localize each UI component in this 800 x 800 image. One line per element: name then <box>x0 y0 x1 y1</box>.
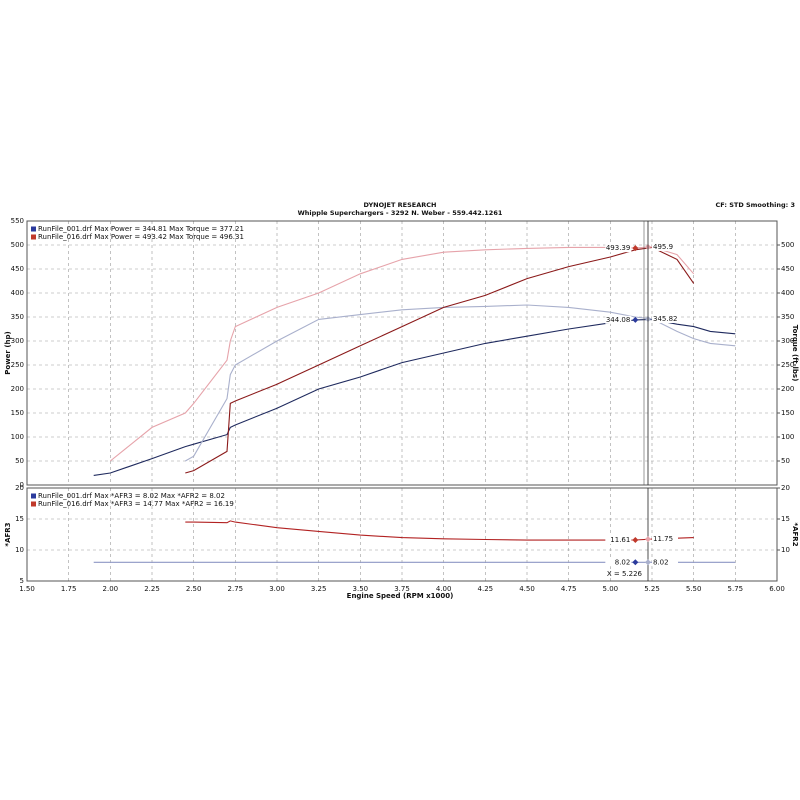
plot-frame <box>26 487 778 582</box>
marker <box>632 559 639 566</box>
marker-label: 8.02 <box>653 558 669 566</box>
y2-tick-label: 200 <box>781 385 794 393</box>
y2-tick-label: 10 <box>781 546 790 554</box>
y2-tick-label: 350 <box>781 313 794 321</box>
x-tick-label: 1.50 <box>19 585 35 593</box>
y-tick-label: 10 <box>15 546 24 554</box>
plot-frame <box>26 220 778 486</box>
cursor-label: X = 5.226 <box>607 570 643 578</box>
x-tick-label: 4.75 <box>561 585 577 593</box>
legend-label: RunFile_016.drf Max Power = 493.42 Max T… <box>38 233 244 241</box>
y2-tick-label: 50 <box>781 457 790 465</box>
legend-swatch <box>31 226 36 232</box>
y2-tick-label: 300 <box>781 337 794 345</box>
y2-tick-label: 500 <box>781 241 794 249</box>
x-tick-label: 5.00 <box>603 585 619 593</box>
marker-label: 8.02 <box>615 558 631 566</box>
y-tick-label: 0 <box>20 481 24 489</box>
x-tick-label: 4.25 <box>478 585 494 593</box>
marker <box>632 245 639 252</box>
y2-tick-label: 250 <box>781 361 794 369</box>
marker-label-bg <box>605 244 632 253</box>
y-tick-label: 100 <box>11 433 24 441</box>
x-tick-label: 3.50 <box>353 585 369 593</box>
y-tick-label: 150 <box>11 409 24 417</box>
legend-swatch <box>31 234 36 240</box>
y-tick-label: 20 <box>15 484 24 492</box>
marker <box>645 536 651 543</box>
marker-label-bg <box>652 535 678 544</box>
legend-label: RunFile_001.drf Max *AFR3 = 8.02 Max *AF… <box>38 492 225 500</box>
y2-tick-label: 450 <box>781 265 794 273</box>
y-tick-label: 500 <box>11 241 24 249</box>
x-tick-label: 3.25 <box>311 585 327 593</box>
legend-swatch <box>31 493 36 499</box>
x-tick-label: 3.00 <box>269 585 285 593</box>
title: DYNOJET RESEARCH <box>364 201 437 209</box>
y2-axis-label: Torque (ft-lbs) <box>791 325 799 382</box>
y-tick-label: 350 <box>11 313 24 321</box>
x-tick-label: 5.75 <box>728 585 744 593</box>
marker-label: 344.08 <box>606 316 631 324</box>
legend-swatch <box>31 501 36 507</box>
marker-label-bg <box>652 242 678 251</box>
y-tick-label: 50 <box>15 457 24 465</box>
marker-label: 493.39 <box>606 244 631 252</box>
x-tick-label: 4.50 <box>519 585 535 593</box>
y-tick-label: 400 <box>11 289 24 297</box>
legend-label: RunFile_001.drf Max Power = 344.81 Max T… <box>38 225 244 233</box>
series-line <box>185 304 736 462</box>
marker <box>632 316 639 323</box>
x-tick-label: 5.25 <box>644 585 660 593</box>
y-tick-label: 15 <box>15 515 24 523</box>
x-axis-label: Engine Speed (RPM x1000) <box>347 592 454 600</box>
x-tick-label: 2.00 <box>103 585 119 593</box>
y2-tick-label: 15 <box>781 515 790 523</box>
y-tick-label: 450 <box>11 265 24 273</box>
note: CF: STD Smoothing: 3 <box>715 201 795 209</box>
x-tick-label: 1.75 <box>61 585 77 593</box>
marker-label-bg <box>605 558 632 567</box>
marker <box>645 559 651 566</box>
y2-tick-label: 20 <box>781 484 790 492</box>
marker-label: 11.75 <box>653 535 673 543</box>
series-line <box>185 246 695 474</box>
y2-tick-label: 400 <box>781 289 794 297</box>
x-tick-label: 6.00 <box>769 585 785 593</box>
y-tick-label: 300 <box>11 337 24 345</box>
y2-axis-label: *AFR2 <box>791 522 799 546</box>
y-axis-label: *AFR3 <box>4 522 12 546</box>
y-axis-label: Power (hp) <box>4 331 12 374</box>
marker-label-bg <box>605 315 632 324</box>
y-tick-label: 200 <box>11 385 24 393</box>
legend-label: RunFile_016.drf Max *AFR3 = 14.77 Max *A… <box>38 500 234 508</box>
y2-tick-label: 150 <box>781 409 794 417</box>
x-tick-label: 4.00 <box>436 585 452 593</box>
x-tick-label: 5.50 <box>686 585 702 593</box>
subtitle: Whipple Superchargers - 3292 N. Weber - … <box>298 209 503 217</box>
marker-label-bg <box>652 315 678 324</box>
y-tick-label: 550 <box>11 217 24 225</box>
marker <box>632 537 639 544</box>
marker-label: 345.82 <box>653 315 678 323</box>
x-tick-label: 2.75 <box>228 585 244 593</box>
y-tick-label: 5 <box>20 577 24 585</box>
marker-label: 495.9 <box>653 243 673 251</box>
marker-label-bg <box>652 558 678 567</box>
y-tick-label: 250 <box>11 361 24 369</box>
marker-label-bg <box>605 536 632 545</box>
y2-tick-label: 100 <box>781 433 794 441</box>
marker-label: 11.61 <box>610 536 630 544</box>
x-tick-label: 3.75 <box>394 585 410 593</box>
x-tick-label: 2.50 <box>186 585 202 593</box>
x-tick-label: 2.25 <box>144 585 160 593</box>
